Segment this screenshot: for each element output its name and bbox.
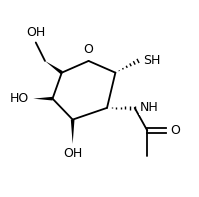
Text: OH: OH (26, 26, 45, 39)
Polygon shape (45, 61, 63, 74)
Text: O: O (84, 43, 94, 56)
Polygon shape (33, 97, 53, 100)
Text: SH: SH (143, 54, 160, 67)
Text: HO: HO (9, 92, 29, 105)
Polygon shape (71, 120, 74, 144)
Text: OH: OH (63, 147, 82, 160)
Text: NH: NH (139, 101, 158, 114)
Text: O: O (170, 124, 180, 137)
